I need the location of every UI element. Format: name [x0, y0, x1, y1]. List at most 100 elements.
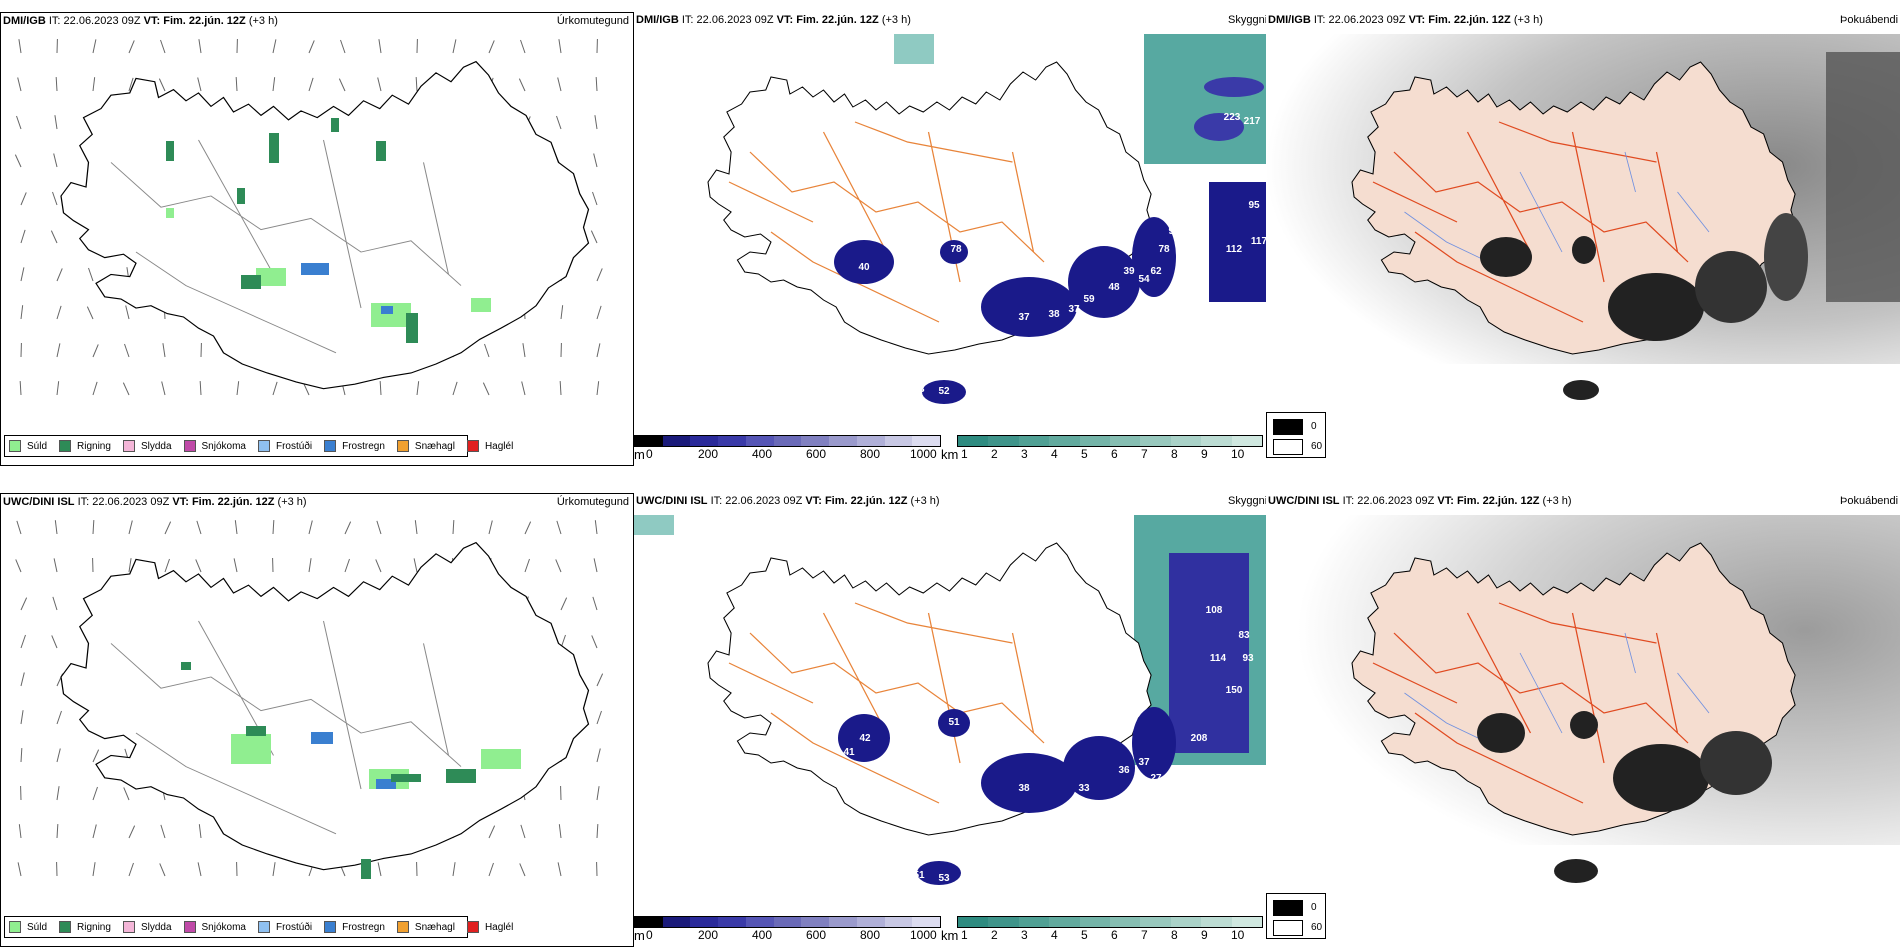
wind-barb	[164, 558, 170, 573]
wind-barb	[272, 862, 276, 877]
wind-barb	[591, 635, 598, 649]
cloud-base-value: 78	[950, 244, 962, 255]
wind-barb	[596, 748, 601, 763]
cloud-base-value: 53	[913, 384, 925, 395]
wind-barb	[18, 824, 22, 839]
wind-barb	[92, 862, 96, 877]
cloud-base-value: 38	[1048, 309, 1060, 320]
wind-barb	[596, 343, 601, 358]
wind-barb	[519, 863, 526, 877]
fog-legend-swatch	[1273, 419, 1303, 435]
legend-swatch	[396, 440, 409, 452]
wind-barb	[92, 39, 97, 54]
wind-barb	[488, 825, 496, 839]
wind-barb	[197, 77, 202, 92]
wind-barb	[344, 521, 352, 535]
precip-rain-areas	[181, 662, 521, 879]
wind-barb	[308, 520, 313, 535]
wind-barb	[20, 597, 28, 611]
wind-barb	[18, 39, 22, 54]
cloud-base-value: 41	[843, 747, 855, 758]
wind-barb	[414, 520, 418, 535]
precip-map	[14, 38, 603, 396]
wind-barb	[20, 192, 27, 206]
wind-barb	[596, 268, 603, 282]
wind-barb	[162, 343, 166, 358]
cbar-tick: 0	[646, 447, 653, 461]
legend-item: Haglél	[466, 440, 513, 452]
visibility-tick: 8	[1171, 928, 1178, 942]
cbar-tick: 400	[752, 447, 773, 461]
legend-swatch	[183, 440, 196, 452]
wind-barb	[56, 786, 60, 801]
legend-swatch	[466, 440, 479, 452]
wind-barb	[128, 40, 135, 54]
cloud-base-value: 92	[1168, 226, 1180, 237]
wind-barb	[377, 77, 382, 92]
visibility-tick: 6	[1111, 447, 1118, 461]
cloud-base-colorbar	[634, 435, 941, 447]
wind-barb	[596, 824, 599, 839]
precip-rain-areas	[166, 118, 491, 343]
wind-barb	[452, 39, 457, 54]
wind-barb	[124, 343, 130, 358]
legend-item: Rigning	[59, 440, 111, 452]
visibility-tick: 4	[1051, 447, 1058, 461]
cloud-base-value: 117	[1251, 236, 1266, 247]
fog-legend-swatch	[1273, 900, 1303, 916]
visibility-tick: 8	[1171, 447, 1178, 461]
legend-swatch	[9, 921, 21, 933]
cloud-base-unit: m	[634, 447, 645, 462]
visibility-tick: 10	[1231, 928, 1245, 942]
wind-barb	[488, 862, 494, 877]
wind-barb	[56, 381, 60, 396]
legend-swatch	[122, 440, 135, 452]
wind-barb	[557, 862, 562, 877]
wind-barb	[161, 381, 166, 396]
legend-item: Súld	[9, 440, 47, 452]
wind-barb	[302, 382, 310, 396]
cloud-base-value: 83	[1238, 630, 1250, 641]
visibility-tick: 10	[1231, 447, 1245, 461]
panel-title-cloud: Skyggni	[1228, 495, 1266, 507]
fog-legend-2: 0 60	[1266, 893, 1326, 939]
wind-barb	[596, 710, 602, 725]
wind-barb	[160, 824, 166, 839]
legend-item: Frostúði	[257, 440, 312, 452]
wind-barb	[308, 77, 314, 92]
wind-barb	[520, 39, 526, 54]
cloud-base-colorbar	[634, 916, 941, 928]
wind-barb	[592, 191, 598, 206]
wind-barb	[272, 77, 276, 92]
wind-barb	[19, 381, 22, 396]
wind-barb	[125, 305, 130, 320]
panel-title-cloud: Skyggni	[1228, 14, 1266, 26]
wind-barb	[596, 786, 600, 801]
cbar-tick: 200	[698, 928, 719, 942]
precip-type-panel-2: UWC/DINI ISL IT: 22.06.2023 09Z VT: Fim.…	[0, 493, 634, 947]
wind-barb	[123, 787, 130, 801]
cloud-base-value: 48	[1108, 282, 1120, 293]
legend-item: Snjókoma	[183, 921, 246, 933]
wind-barb	[14, 154, 22, 168]
panel-header: UWC/DINI ISL IT: 22.06.2023 09Z VT: Fim.…	[636, 495, 940, 507]
wind-barb	[92, 381, 98, 396]
wind-barb	[56, 343, 61, 358]
wind-barb	[413, 558, 418, 573]
visibility-colorbar	[957, 916, 1263, 928]
panel-title-precip: Úrkomutegund	[556, 496, 629, 508]
fog-index-panel-2: UWC/DINI ISL IT: 22.06.2023 09Z VT: Fim.…	[1266, 493, 1900, 945]
cloud-base-panel-2: UWC/DINI ISL IT: 22.06.2023 09Z VT: Fim.…	[634, 493, 1266, 945]
wind-barb	[595, 77, 598, 92]
fog-legend-label: 0	[1311, 902, 1317, 913]
wind-barb	[560, 597, 568, 611]
wind-barb	[488, 40, 495, 54]
wind-barb	[92, 77, 96, 92]
wind-barb	[518, 78, 526, 92]
cloud-base-value: 33	[1078, 783, 1090, 794]
cloud-base-value: 78	[1158, 244, 1170, 255]
fog-legend-1: 0 60	[1266, 412, 1326, 458]
visibility-tick: 6	[1111, 928, 1118, 942]
